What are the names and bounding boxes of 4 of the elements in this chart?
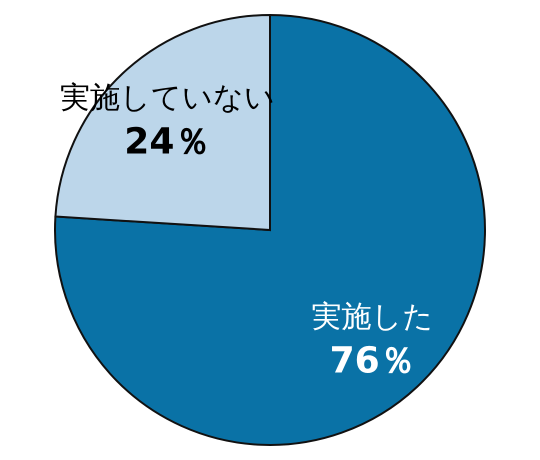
data-label: 76％	[330, 340, 416, 382]
data-label: 24％	[124, 122, 210, 163]
slice-label: 実施した	[312, 299, 434, 334]
pie-slice	[54, 14, 486, 446]
